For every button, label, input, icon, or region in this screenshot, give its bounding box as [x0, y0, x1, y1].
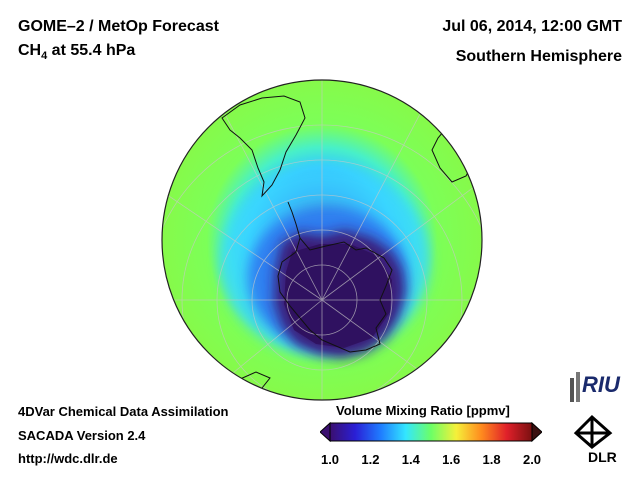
antarctica-coast [277, 236, 393, 353]
riu-logo: RIU [582, 372, 620, 397]
species-label: CH4 at 55.4 hPa [18, 42, 135, 62]
colorbar-tick-label: 1.4 [401, 452, 420, 467]
map-title: GOME–2 / MetOp Forecast [18, 18, 219, 35]
footer-line-2: SACADA Version 2.4 [18, 428, 146, 443]
footer-line-1: 4DVar Chemical Data Assimilation [18, 404, 229, 419]
colorbar-right-arrow [531, 422, 542, 442]
colorbar-left-arrow [320, 422, 331, 442]
colorbar-tick-label: 1.8 [482, 452, 501, 467]
colorbar-tick-label: 1.0 [320, 452, 340, 467]
species-subscript: 4 [41, 50, 48, 63]
dlr-logo: DLR [588, 449, 617, 465]
species-main: CH [18, 42, 42, 59]
footer-url[interactable]: http://wdc.dlr.de [18, 451, 118, 466]
forecast-datetime: Jul 06, 2014, 12:00 GMT [442, 18, 622, 35]
colorbar-tick-label: 1.2 [361, 452, 380, 467]
australia-coast [237, 371, 271, 389]
riu-logo-mark [570, 372, 580, 402]
colorbar-title: Volume Mixing Ratio [ppmv] [336, 403, 510, 418]
dlr-logo-mark [573, 414, 613, 449]
south-america-coast [221, 95, 306, 198]
colorbar-gradient [329, 422, 533, 442]
graticule [162, 80, 482, 400]
colorbar [320, 422, 542, 442]
colorbar-tick-label: 1.6 [442, 452, 461, 467]
colorbar-tick-label: 2.0 [522, 452, 542, 467]
species-level: at 55.4 hPa [47, 42, 136, 59]
hemisphere-label: Southern Hemisphere [455, 48, 622, 65]
